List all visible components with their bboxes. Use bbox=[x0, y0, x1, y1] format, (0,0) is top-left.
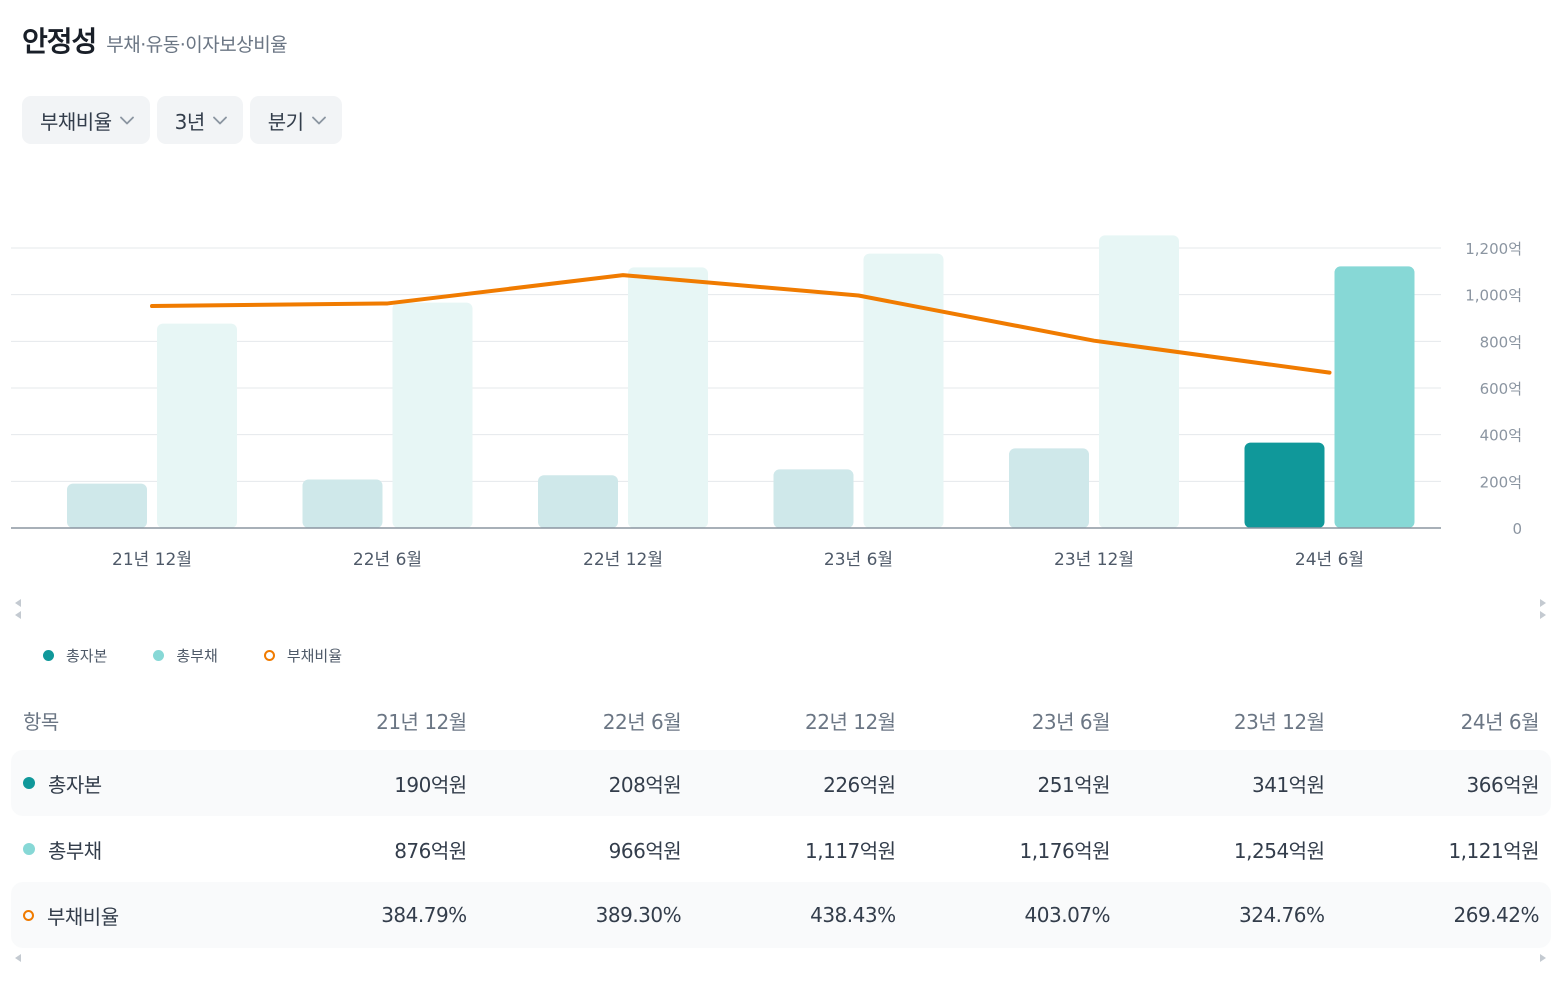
y-tick-label: 0 bbox=[1512, 520, 1522, 538]
bar-total-equity bbox=[67, 483, 147, 528]
caret-left-icon bbox=[15, 954, 21, 962]
x-tick-label: 21년 12월 bbox=[112, 550, 192, 570]
table-header-cell: 22년 12월 bbox=[805, 709, 896, 734]
bar-total-liabilities bbox=[1099, 235, 1179, 528]
chevron-down-icon bbox=[212, 116, 227, 124]
y-tick-label: 600억 bbox=[1480, 380, 1522, 398]
row-marker bbox=[23, 909, 34, 921]
table-cell: 1,121억원 bbox=[1448, 838, 1539, 863]
legend-label: 부채비율 bbox=[286, 647, 343, 665]
bar-total-liabilities bbox=[863, 253, 944, 528]
table-cell: 341억원 bbox=[1110, 750, 1325, 816]
chevron-down-icon bbox=[311, 116, 326, 124]
row-label: 부채비율 bbox=[47, 904, 119, 929]
bar-total-equity bbox=[1009, 448, 1089, 528]
table-cell: 966억원 bbox=[608, 838, 682, 863]
filter-bar: 부채비율 3년 분기 bbox=[22, 96, 342, 144]
legend-item-liabilities: 총부채 bbox=[153, 645, 218, 666]
x-tick-label: 22년 12월 bbox=[583, 550, 663, 570]
table-header-cell: 24년 6월 bbox=[1460, 709, 1540, 734]
x-tick-label: 24년 6월 bbox=[1295, 550, 1364, 570]
y-tick-label: 800억 bbox=[1480, 333, 1522, 351]
x-tick-label: 23년 6월 bbox=[824, 550, 893, 570]
y-tick-label: 1,000억 bbox=[1465, 287, 1522, 305]
period-dropdown-label: 3년 bbox=[174, 109, 206, 134]
table-row: 부채비율 384.79% 389.30% 438.43% 403.07% 324… bbox=[11, 882, 1551, 948]
legend-item-equity: 총자본 bbox=[43, 645, 107, 666]
table-header-row: 항목 21년 12월 22년 6월 22년 12월 23년 6월 23년 12월… bbox=[11, 690, 1551, 750]
table-cell: 876억원 bbox=[394, 838, 467, 863]
table-cell: 366억원 bbox=[1324, 750, 1551, 816]
chart-scroll-right[interactable] bbox=[1538, 598, 1548, 620]
bar-total-equity bbox=[773, 469, 854, 528]
table-cell: 324.76% bbox=[1110, 882, 1325, 948]
table-scroll-right[interactable] bbox=[1538, 953, 1548, 963]
table-header-cell: 21년 12월 bbox=[376, 709, 467, 734]
legend-label: 총부채 bbox=[176, 647, 218, 665]
table-header-cell: 항목 bbox=[23, 709, 59, 734]
bar-total-liabilities bbox=[1334, 266, 1415, 528]
row-label-cell: 총부채 bbox=[11, 816, 252, 882]
row-label: 총자본 bbox=[48, 772, 102, 797]
table-cell: 190억원 bbox=[252, 750, 467, 816]
table-cell: 251억원 bbox=[895, 750, 1111, 816]
metric-dropdown[interactable]: 부채비율 bbox=[22, 96, 150, 144]
chart-legend: 총자본 총부채 부채비율 bbox=[43, 645, 342, 666]
bar-total-equity bbox=[1244, 442, 1325, 528]
table-header-cell: 22년 6월 bbox=[602, 709, 682, 734]
data-table: 항목 21년 12월 22년 6월 22년 12월 23년 6월 23년 12월… bbox=[11, 690, 1551, 948]
debt-ratio-line bbox=[150, 273, 1332, 375]
table-cell: 208억원 bbox=[466, 750, 682, 816]
page-subtitle: 부채·유동·이자보상비율 bbox=[106, 34, 288, 56]
caret-right-icon bbox=[1540, 954, 1546, 962]
legend-item-debt-ratio: 부채비율 bbox=[263, 645, 343, 666]
period-dropdown[interactable]: 3년 bbox=[156, 96, 243, 144]
row-label-cell: 부채비율 bbox=[11, 882, 253, 948]
metric-dropdown-label: 부채비율 bbox=[40, 109, 112, 134]
y-tick-label: 1,200억 bbox=[1465, 240, 1522, 258]
bar-total-equity bbox=[538, 475, 618, 528]
row-label: 총부채 bbox=[48, 838, 102, 863]
bar-total-liabilities bbox=[157, 323, 237, 528]
table-cell: 269.42% bbox=[1324, 882, 1551, 948]
table-cell: 1,176억원 bbox=[1019, 838, 1111, 863]
table-header-cell: 23년 12월 bbox=[1233, 709, 1325, 734]
caret-right-icon bbox=[1540, 611, 1546, 619]
table-header-cell: 23년 6월 bbox=[1031, 709, 1111, 734]
legend-marker bbox=[263, 650, 275, 661]
row-label-cell: 총자본 bbox=[11, 750, 253, 816]
table-cell: 1,254억원 bbox=[1233, 838, 1325, 863]
bar-total-equity bbox=[302, 479, 383, 528]
table-cell: 384.79% bbox=[252, 882, 467, 948]
row-marker bbox=[23, 843, 35, 855]
legend-label: 총자본 bbox=[66, 647, 108, 665]
table-cell: 438.43% bbox=[681, 882, 896, 948]
x-tick-label: 22년 6월 bbox=[353, 550, 422, 570]
chevron-down-icon bbox=[119, 116, 134, 124]
section-header: 안정성 부채·유동·이자보상비율 bbox=[22, 20, 288, 60]
caret-right-icon bbox=[1540, 599, 1546, 607]
row-marker bbox=[23, 777, 35, 789]
y-tick-label: 400억 bbox=[1480, 427, 1522, 445]
table-cell: 389.30% bbox=[466, 882, 682, 948]
chart-scroll-left[interactable] bbox=[13, 598, 23, 620]
x-tick-label: 23년 12월 bbox=[1054, 550, 1134, 570]
table-cell: 403.07% bbox=[895, 882, 1111, 948]
y-tick-label: 200억 bbox=[1480, 473, 1522, 491]
legend-marker bbox=[153, 650, 165, 661]
caret-left-icon bbox=[15, 599, 21, 607]
bar-total-liabilities bbox=[628, 267, 708, 528]
bar-total-liabilities bbox=[392, 302, 473, 528]
table-cell: 1,117억원 bbox=[805, 838, 896, 863]
table-row: 총부채 876억원 966억원 1,117억원 1,176억원 1,254억원 … bbox=[11, 816, 1551, 882]
interval-dropdown[interactable]: 분기 bbox=[249, 96, 342, 144]
caret-left-icon bbox=[15, 611, 21, 619]
legend-marker bbox=[43, 650, 54, 661]
table-row: 총자본 190억원 208억원 226억원 251억원 341억원 366억원 bbox=[11, 750, 1551, 816]
table-scroll-left[interactable] bbox=[13, 953, 23, 963]
interval-dropdown-label: 분기 bbox=[267, 109, 304, 134]
page-title: 안정성 bbox=[22, 25, 97, 58]
stability-chart: 0 200억 400억 600억 800억 1,000억 1,200억 21년 12월 22년 … bbox=[11, 235, 1522, 570]
table-cell: 226억원 bbox=[681, 750, 896, 816]
